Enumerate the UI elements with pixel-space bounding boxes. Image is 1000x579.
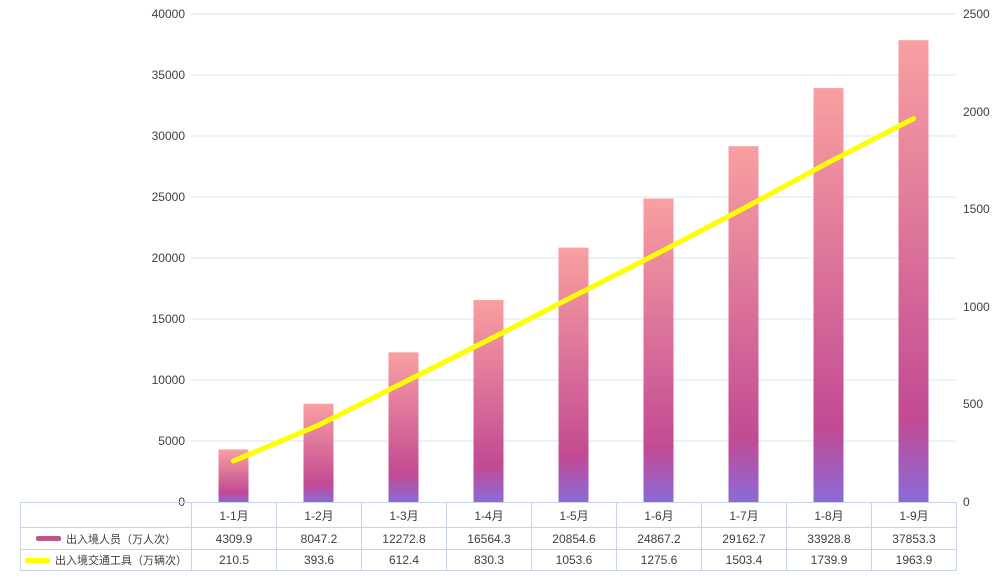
- left-axis-tick-label: 30000: [151, 129, 185, 143]
- right-y-axis: 0 500 1000 1500 2000 2500: [963, 0, 1000, 579]
- table-category-cell: 1-9月: [871, 502, 957, 528]
- line-series-swatch-icon: [25, 557, 50, 563]
- left-axis-tick-label: 10000: [151, 373, 185, 387]
- table-category-cell: 1-7月: [701, 502, 787, 528]
- table-category-cell: 1-5月: [531, 502, 617, 528]
- table-value-cell: 4309.9: [191, 527, 277, 550]
- table-value-cell: 1053.6: [531, 549, 617, 571]
- table-category-cell: 1-2月: [276, 502, 362, 528]
- table-value-cell: 830.3: [446, 549, 532, 571]
- right-axis-tick-label: 0: [963, 495, 970, 509]
- table-corner-cell: [20, 502, 192, 528]
- table-value-cell: 24867.2: [616, 527, 702, 550]
- table-series-row: 出入境交通工具（万辆次） 210.5 393.6 612.4 830.3 1053.6 12…: [20, 549, 957, 571]
- table-value-cell: 1963.9: [871, 549, 957, 571]
- table-value-cell: 1503.4: [701, 549, 787, 571]
- left-axis-tick-label: 5000: [158, 434, 185, 448]
- table-value-cell: 8047.2: [276, 527, 362, 550]
- left-axis-tick-label: 35000: [151, 68, 185, 82]
- table-category-cell: 1-4月: [446, 502, 532, 528]
- table-category-cell: 1-8月: [786, 502, 872, 528]
- left-axis-tick-label: 20000: [151, 251, 185, 265]
- table-value-cell: 12272.8: [361, 527, 447, 550]
- table-series-row: 出入境人员（万人次） 4309.9 8047.2 12272.8 16564.3 2085…: [20, 527, 957, 550]
- table-value-cell: 20854.6: [531, 527, 617, 550]
- bar: [813, 88, 844, 502]
- table-value-cell: 612.4: [361, 549, 447, 571]
- table-category-cell: 1-1月: [191, 502, 277, 528]
- left-y-axis: 0 5000 10000 15000 20000 25000 30000 35000 40000: [0, 0, 185, 579]
- right-axis-tick-label: 2000: [963, 104, 990, 119]
- table-value-cell: 210.5: [191, 549, 277, 571]
- series-name-label: 出入境交通工具（万辆次）: [55, 555, 187, 567]
- left-axis-tick-label: 25000: [151, 190, 185, 204]
- bar: [643, 198, 674, 502]
- table-value-cell: 16564.3: [446, 527, 532, 550]
- table-value-cell: 37853.3: [871, 527, 957, 550]
- right-axis-tick-label: 1500: [963, 202, 990, 217]
- series-name-label: 出入境人员（万人次）: [66, 533, 176, 546]
- data-table: 1-1月 1-2月 1-3月 1-4月 1-5月 1-6月 1-7月 1-8月 1-9月 出入境人…: [20, 502, 957, 571]
- table-category-cell: 1-3月: [361, 502, 447, 528]
- table-category-row: 1-1月 1-2月 1-3月 1-4月 1-5月 1-6月 1-7月 1-8月 1-9月: [20, 502, 957, 528]
- bar: [558, 247, 589, 502]
- table-value-cell: 33928.8: [786, 527, 872, 550]
- bar: [473, 299, 504, 502]
- bar: [728, 146, 759, 502]
- table-value-cell: 393.6: [276, 549, 362, 571]
- right-axis-tick-label: 2500: [963, 7, 990, 21]
- legend-label-cell: 出入境人员（万人次）: [20, 527, 192, 550]
- table-value-cell: 1275.6: [616, 549, 702, 571]
- left-axis-tick-label: 40000: [151, 7, 185, 21]
- right-axis-tick-label: 1000: [963, 299, 990, 314]
- table-value-cell: 1739.9: [786, 549, 872, 571]
- table-category-cell: 1-6月: [616, 502, 702, 528]
- left-axis-tick-label: 15000: [151, 312, 185, 326]
- bar-series-swatch-icon: [36, 536, 61, 542]
- bar: [898, 40, 929, 502]
- legend-label-cell: 出入境交通工具（万辆次）: [20, 549, 192, 571]
- table-value-cell: 29162.7: [701, 527, 787, 550]
- trend-line: [231, 116, 916, 464]
- right-axis-tick-label: 500: [963, 397, 984, 412]
